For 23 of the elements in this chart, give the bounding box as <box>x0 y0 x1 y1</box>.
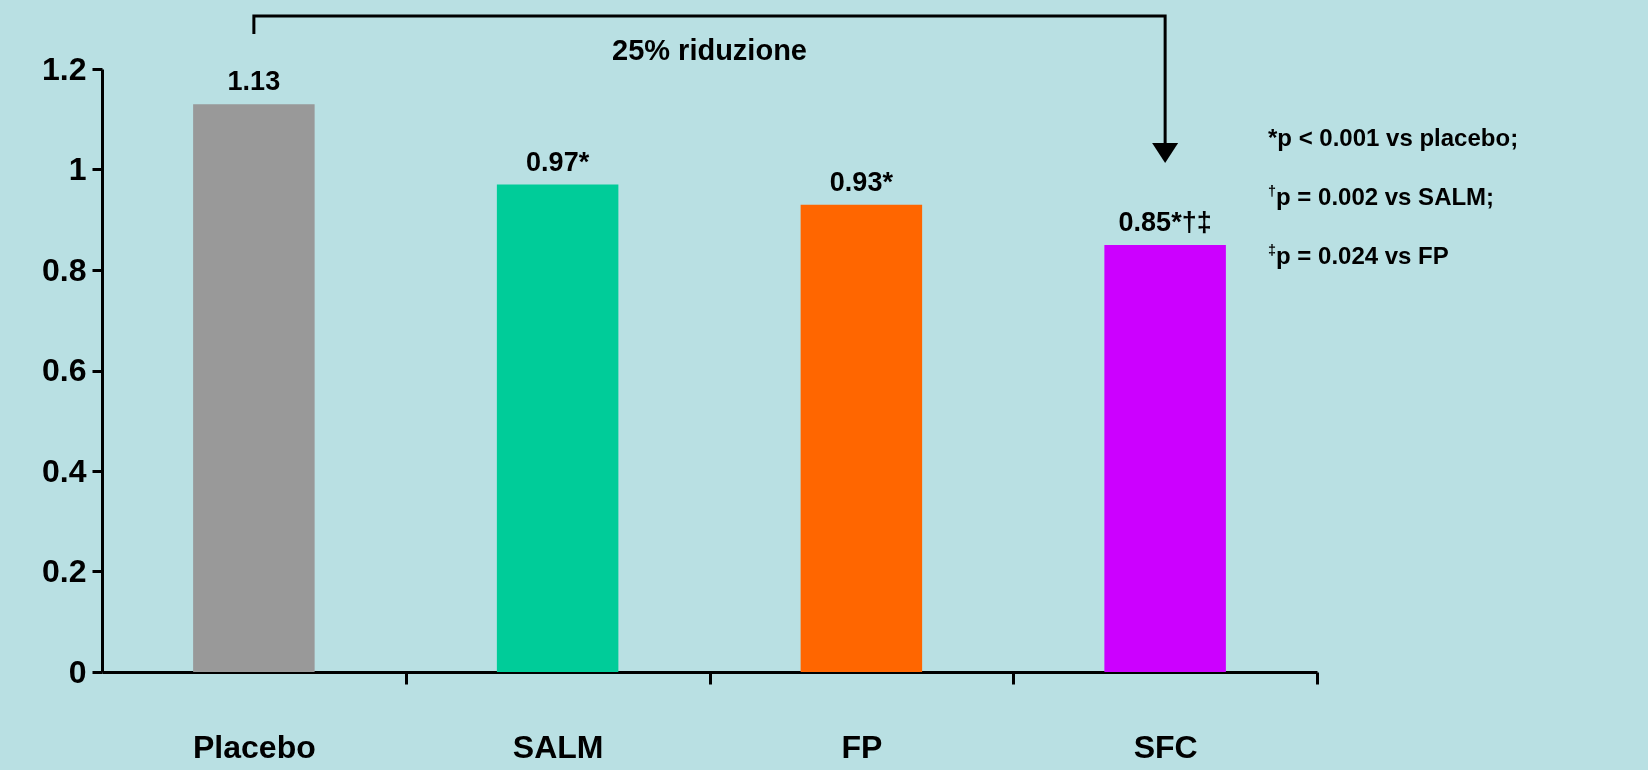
annotation: *p < 0.001 vs placebo; <box>1268 124 1519 152</box>
y-tick-label: 0.2 <box>42 553 87 589</box>
bar <box>1104 244 1226 672</box>
x-tick-label: Placebo <box>193 728 316 765</box>
y-tick-label: 1.2 <box>42 50 87 87</box>
text: 25% riduzione <box>612 34 807 67</box>
x-tick-label: SFC <box>1133 728 1198 765</box>
y-tick-label: 1 <box>68 151 87 187</box>
bar <box>193 104 315 672</box>
x-tick-label: SALM <box>512 728 604 765</box>
data-label: 0.85*†‡ <box>1118 206 1212 237</box>
bar <box>800 204 923 672</box>
data-label: 0.93* <box>829 166 894 197</box>
x-tick-label: FP <box>841 728 883 765</box>
bar <box>496 184 619 672</box>
annotation: $^{‡}$p = 0.024 vs FP <box>1268 242 1449 270</box>
y-tick-label: 0 <box>68 653 87 690</box>
y-tick-label: 0.6 <box>42 352 87 388</box>
data-label: 1.13 <box>227 66 281 97</box>
data-label: 0.97* <box>526 146 590 177</box>
annotation: $^{†}$p = 0.002 vs SALM; <box>1268 183 1495 211</box>
y-tick-label: 0.4 <box>42 452 87 489</box>
y-tick-label: 0.8 <box>42 251 87 288</box>
